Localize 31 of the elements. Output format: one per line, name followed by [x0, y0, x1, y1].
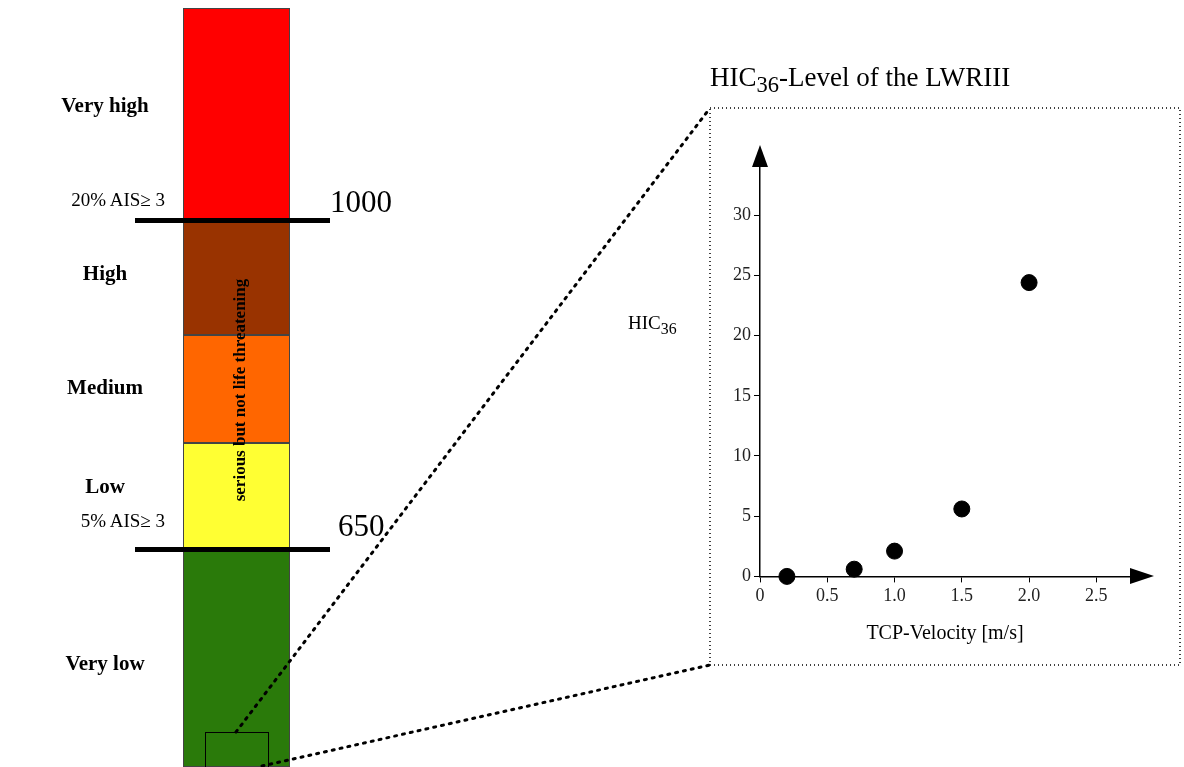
point: [1020, 274, 1038, 292]
category-label: Very high: [60, 93, 150, 118]
point: [886, 542, 904, 560]
x-tick-label: 0: [755, 584, 765, 605]
category-label: Medium: [66, 375, 144, 400]
point: [953, 500, 971, 518]
y-tick-label: 25: [733, 264, 751, 285]
chart-title: HIC$_{36}$-Level of the LWRIII: [710, 62, 1011, 99]
text: 20% AIS≥ 3: [70, 189, 165, 211]
y-tick-label: 5: [742, 504, 751, 525]
category-label: Low: [84, 474, 126, 499]
point: [845, 560, 863, 578]
x-tick-label: 0.5: [816, 584, 839, 605]
point: [778, 567, 796, 585]
x-tick-label: 2.0: [1017, 584, 1041, 605]
category-label: Very low: [64, 651, 146, 676]
y-tick-label: 20: [733, 324, 751, 345]
text: 650: [338, 508, 385, 544]
y-tick-label: 15: [733, 384, 751, 405]
text: 5% AIS≥ 3: [79, 510, 165, 532]
x-tick-label: 1.0: [883, 584, 906, 605]
y-tick-label: 0: [742, 565, 751, 586]
x-axis-title: TCP-Velocity [m/s]: [866, 621, 1024, 644]
text: serious but not life threatening: [230, 278, 250, 502]
category-label: High: [81, 261, 129, 286]
x-tick-label: 1.5: [950, 584, 974, 605]
y-tick-label: 30: [733, 203, 751, 224]
text: 1000: [330, 184, 392, 220]
y-tick-label: 10: [733, 444, 751, 465]
y-axis-title: HIC$_{36}$: [628, 312, 677, 338]
x-tick-label: 2.5: [1085, 584, 1108, 605]
